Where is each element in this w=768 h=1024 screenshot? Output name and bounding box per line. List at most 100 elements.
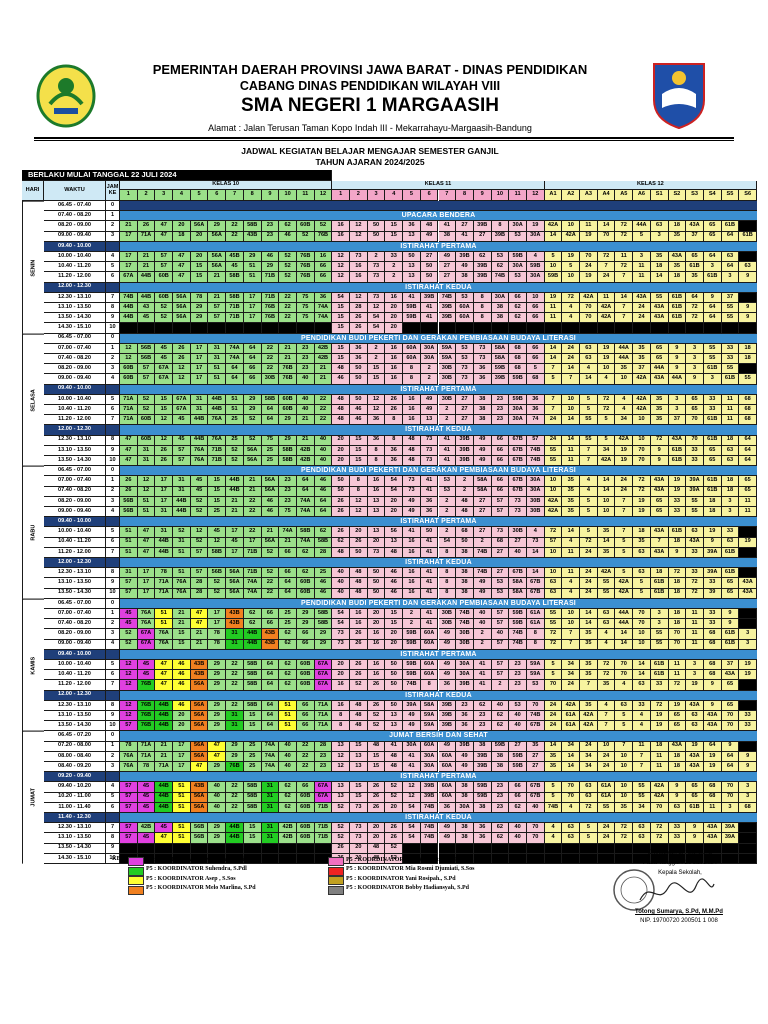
schedule-cell: 57 <box>173 456 191 467</box>
schedule-cell: 50 <box>367 231 386 242</box>
time-cell: 14.30 - 15.10 <box>44 853 106 864</box>
schedule-cell: 19 <box>668 700 687 711</box>
schedule-cell: 74B <box>473 547 492 558</box>
schedule-cell: 36 <box>420 496 439 507</box>
schedule-cell: 67A <box>120 272 138 283</box>
schedule-cell: 19 <box>703 762 722 773</box>
schedule-cell: 73 <box>350 823 368 834</box>
schedule-cell: 40 <box>296 374 315 385</box>
schedule-cell: 62 <box>509 802 527 813</box>
class-11-header: 12 <box>526 190 545 201</box>
time-cell: 06.45 - 07.00 <box>44 598 106 609</box>
jam-cell: 9 <box>106 843 120 854</box>
schedule-cell: 55 <box>597 802 616 813</box>
break-band: ISTIRAHAT KEDUA <box>120 690 757 701</box>
schedule-cell: 74A <box>261 741 280 752</box>
schedule-cell: 8 <box>350 476 368 487</box>
schedule-cell: 40 <box>526 802 545 813</box>
schedule-cell: 33 <box>668 496 687 507</box>
schedule-cell: 48 <box>350 578 368 589</box>
schedule-cell: 29 <box>314 639 333 650</box>
day-label: JUMAT <box>22 731 44 864</box>
schedule-cell: 70 <box>526 700 545 711</box>
schedule-cell: 5 <box>615 711 634 722</box>
schedule-cell: 56A <box>190 700 209 711</box>
schedule-cell: 38 <box>473 802 492 813</box>
schedule-cell: 24 <box>597 751 616 762</box>
schedule-cell <box>190 843 209 854</box>
schedule-cell: 60A <box>420 741 439 752</box>
schedule-cell: 50 <box>350 394 368 405</box>
schedule-cell: 10 <box>615 792 634 803</box>
schedule-cell: 56A <box>208 262 227 273</box>
schedule-cell: 56A <box>190 741 209 752</box>
schedule-cell: 30A <box>526 476 545 487</box>
schedule-cell: 23 <box>279 496 297 507</box>
schedule-cell: 19 <box>739 537 757 548</box>
schedule-cell: 14 <box>633 660 651 671</box>
schedule-cell: 24 <box>544 721 563 732</box>
schedule-cell: 39B <box>456 252 474 263</box>
class-12-header: S4 <box>703 190 722 201</box>
schedule-cell: 62 <box>279 221 297 232</box>
time-cell: 08.20 - 09.00 <box>44 221 106 232</box>
schedule-cell: 30A <box>456 660 474 671</box>
schedule-cell: 29 <box>208 660 227 671</box>
schedule-cell: 9 <box>668 547 687 558</box>
time-cell: 12.30 - 13.10 <box>44 568 106 579</box>
schedule-cell: 58A <box>420 700 439 711</box>
schedule-cell: 17 <box>243 292 262 303</box>
schedule-cell: 23 <box>473 721 492 732</box>
schedule-cell: 39B <box>456 435 474 446</box>
schedule-cell: 44B <box>190 415 209 426</box>
group-kelas-12: KELAS 12 <box>544 181 757 190</box>
schedule-cell <box>526 853 545 864</box>
schedule-cell: 61B <box>703 435 722 446</box>
schedule-cell: 20 <box>190 252 209 263</box>
schedule-cell: 9 <box>739 751 757 762</box>
schedule-cell: 15 <box>332 313 351 324</box>
schedule-cell: 58B <box>243 221 262 232</box>
schedule-cell: 13 <box>385 711 404 722</box>
schedule-cell <box>580 843 598 854</box>
schedule-cell: 2 <box>438 527 457 538</box>
schedule-cell: 30B <box>261 374 280 385</box>
schedule-cell: 45 <box>226 537 244 548</box>
schedule-cell: 76A <box>137 609 156 620</box>
schedule-cell: 23 <box>491 415 510 426</box>
schedule-cell: 59B <box>403 313 421 324</box>
schedule-cell: 11 <box>721 405 740 416</box>
schedule-cell: 9 <box>721 609 740 620</box>
schedule-cell: 65 <box>686 405 704 416</box>
schedule-cell: 56A <box>226 578 244 589</box>
legend-label: P5 : KOORDINATOR Mia Rosmi Djumiati, S.S… <box>346 866 475 872</box>
schedule-cell: 12 <box>120 670 138 681</box>
schedule-cell: 41 <box>456 231 474 242</box>
schedule-cell: 36 <box>456 711 474 722</box>
schedule-cell: 70 <box>721 711 740 722</box>
schedule-cell: 22 <box>226 792 244 803</box>
schedule-cell: 64 <box>721 231 740 242</box>
schedule-cell <box>721 843 740 854</box>
schedule-cell: 23 <box>279 486 297 497</box>
schedule-cell: 52 <box>314 221 333 232</box>
schedule-cell: 51 <box>173 782 191 793</box>
schedule-cell: 5 <box>580 833 598 844</box>
schedule-cell: 67B <box>509 568 527 579</box>
schedule-cell: 21 <box>173 619 191 630</box>
schedule-cell: 55 <box>650 629 669 640</box>
schedule-cell: 10 <box>615 374 634 385</box>
schedule-cell: 4 <box>615 680 634 691</box>
schedule-cell: 33 <box>739 721 757 732</box>
schedule-cell: 27 <box>509 537 527 548</box>
schedule-cell: 20 <box>332 456 351 467</box>
schedule-cell: 22 <box>279 313 297 324</box>
time-cell: 10.00 - 10.40 <box>44 660 106 671</box>
schedule-cell: 8 <box>332 721 351 732</box>
schedule-cell: 57 <box>173 445 191 456</box>
schedule-cell: 64 <box>261 680 280 691</box>
schedule-cell: 38 <box>456 547 474 558</box>
schedule-cell: 16 <box>332 221 351 232</box>
schedule-cell: 76B <box>226 762 244 773</box>
schedule-cell <box>597 853 616 864</box>
